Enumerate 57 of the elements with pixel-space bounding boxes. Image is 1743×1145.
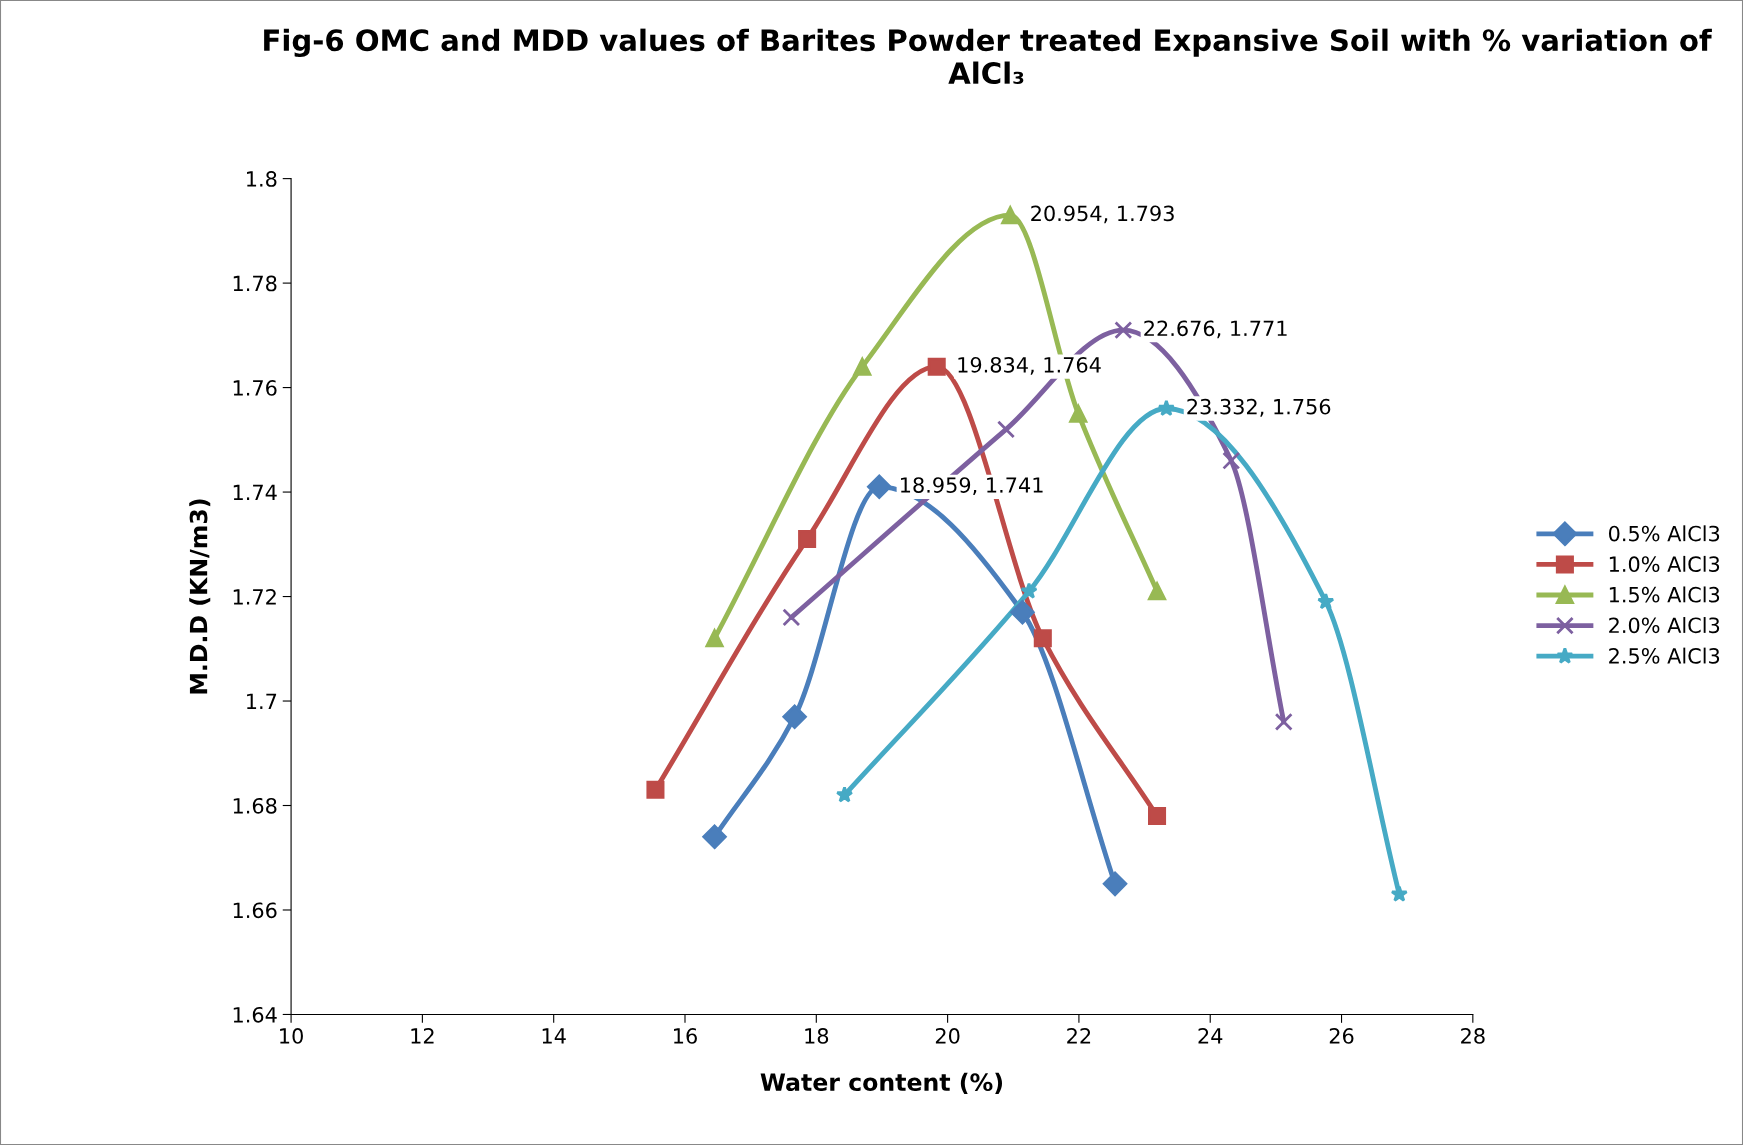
x-tick-label: 16 <box>674 1028 697 1044</box>
point <box>782 704 807 729</box>
point <box>1148 806 1167 825</box>
point <box>646 780 665 799</box>
legend-label: 2.0% AlCl3 <box>1609 617 1720 634</box>
point <box>702 824 727 850</box>
y-tick-label: 1.78 <box>233 275 277 292</box>
annotation: 20.954, 1.793 <box>1031 205 1174 224</box>
point <box>782 608 801 627</box>
point <box>853 357 872 376</box>
point <box>1001 206 1020 225</box>
point <box>705 629 724 648</box>
point <box>1390 885 1408 902</box>
point <box>1317 592 1335 610</box>
point <box>1157 399 1176 417</box>
y-tick-label: 1.74 <box>233 484 277 500</box>
x-tick-label: 18 <box>805 1028 829 1044</box>
point <box>1102 871 1128 897</box>
point <box>1020 582 1038 599</box>
x-tick-label: 24 <box>1198 1028 1223 1044</box>
annotation: 22.676, 1.771 <box>1144 320 1287 339</box>
legend-label: 0.5% AlCl3 <box>1608 525 1720 542</box>
point <box>927 357 946 376</box>
x-tick-label: 28 <box>1461 1028 1485 1044</box>
point <box>867 474 892 500</box>
y-tick-label: 1.72 <box>233 589 276 605</box>
x-tick-label: 12 <box>411 1028 434 1044</box>
x-tick-label: 26 <box>1329 1028 1354 1044</box>
y-tick-label: 1.8 <box>247 171 277 187</box>
x-tick-label: 22 <box>1067 1028 1091 1044</box>
x-axis-title: Water content (%) <box>760 1072 1003 1094</box>
y-axis-title: M.D.D (KN/m3) <box>189 499 211 694</box>
annotation: 19.834, 1.764 <box>958 356 1101 375</box>
y-tick-label: 1.7 <box>247 693 277 709</box>
point <box>835 786 854 803</box>
point <box>1069 404 1088 423</box>
annotation: 18.959, 1.741 <box>901 477 1043 496</box>
point <box>1148 582 1167 601</box>
x-tick-label: 10 <box>280 1028 303 1044</box>
legend-label: 1.0% AlCl3 <box>1609 555 1720 573</box>
point <box>798 530 817 549</box>
point <box>997 420 1016 439</box>
legend-label: 2.5% AlCl3 <box>1609 647 1720 664</box>
y-tick-label: 1.76 <box>233 380 277 396</box>
y-tick-label: 1.68 <box>233 797 277 814</box>
legend-label: 1.5% AlCl3 <box>1609 586 1720 603</box>
point <box>1114 321 1133 340</box>
x-tick-label: 20 <box>935 1028 960 1044</box>
point <box>1222 451 1241 470</box>
y-tick-label: 1.66 <box>233 902 277 919</box>
annotation: 23.332, 1.756 <box>1187 398 1331 417</box>
point <box>1010 600 1035 625</box>
y-tick-label: 1.64 <box>233 1006 277 1023</box>
point <box>1033 629 1052 648</box>
x-tick-label: 14 <box>542 1028 566 1044</box>
chart-title: Fig-6 OMC and MDD values of Barites Powder treated Expansive Soil with % variation of AlCl₃ <box>264 28 1712 85</box>
point <box>1274 712 1293 731</box>
